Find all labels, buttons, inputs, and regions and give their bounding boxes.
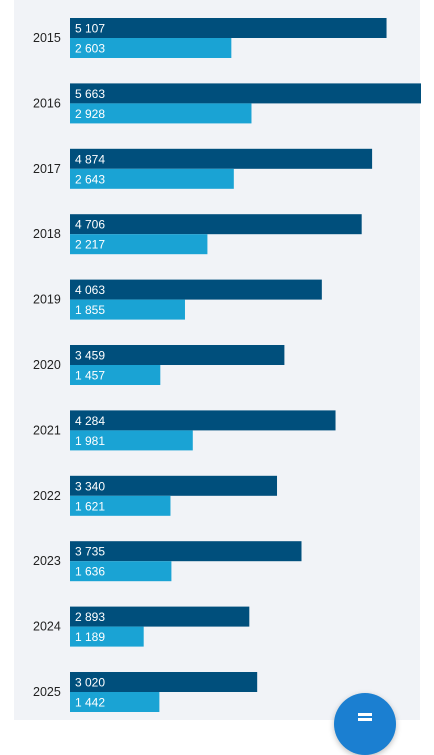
bar-chart: 2015 5 107 2 603 2016 5 663 2 928 2017 4 874 2 6… [33,18,421,712]
menu-fab-button[interactable] [334,693,396,755]
bar-series-2 [70,365,161,385]
bar-series-2 [70,103,252,124]
year-label: 2021 [33,423,61,437]
year-label: 2019 [33,293,61,307]
year-label: 2022 [33,489,61,503]
bar-value-label: 1 189 [75,630,105,644]
bar-series-1 [70,148,373,169]
bar-value-label: 3 340 [75,479,105,493]
bar-value-label: 2 217 [75,238,105,252]
year-label: 2017 [33,162,61,176]
year-label: 2024 [33,620,61,634]
bar-series-2 [70,692,160,712]
bar-series-2 [70,299,185,320]
bar-value-label: 5 107 [75,22,105,36]
bar-value-label: 4 706 [75,218,105,232]
bar-series-1 [70,279,322,300]
year-label: 2020 [33,358,61,372]
bar-series-1 [70,475,278,496]
bar-series-2 [70,495,171,516]
bar-series-2 [70,626,144,647]
bar-series-2 [70,38,232,58]
bar-series-1 [70,345,285,365]
bar-value-label: 4 874 [75,152,105,166]
bar-value-label: 2 603 [75,42,105,56]
year-label: 2015 [33,31,61,45]
bar-series-2 [70,168,234,189]
bar-series-1 [70,672,258,692]
bar-value-label: 1 442 [75,696,105,710]
bar-value-label: 1 636 [75,565,105,579]
bar-value-label: 1 855 [75,303,105,317]
bar-value-label: 1 981 [75,434,105,448]
year-label: 2025 [33,685,61,699]
bar-value-label: 4 284 [75,414,105,428]
bar-value-label: 1 457 [75,369,105,383]
bar-series-1 [70,214,362,235]
bar-value-label: 3 735 [75,545,105,559]
bar-value-label: 3 020 [75,676,105,690]
bar-series-2 [70,430,193,451]
bar-series-1 [70,410,336,431]
bar-value-label: 2 893 [75,610,105,624]
year-label: 2023 [33,554,61,568]
bar-series-1 [70,606,250,627]
bar-value-label: 3 459 [75,349,105,363]
year-label: 2016 [33,96,61,110]
bar-value-label: 1 621 [75,499,105,513]
bar-series-1 [70,541,302,562]
bar-value-label: 2 928 [75,107,105,121]
bar-value-label: 4 063 [75,283,105,297]
bar-series-1 [70,18,387,38]
year-label: 2018 [33,227,61,241]
bar-series-2 [70,561,172,582]
bar-value-label: 2 643 [75,172,105,186]
bar-series-1 [70,83,421,104]
bar-series-2 [70,234,208,255]
bar-value-label: 5 663 [75,87,105,101]
